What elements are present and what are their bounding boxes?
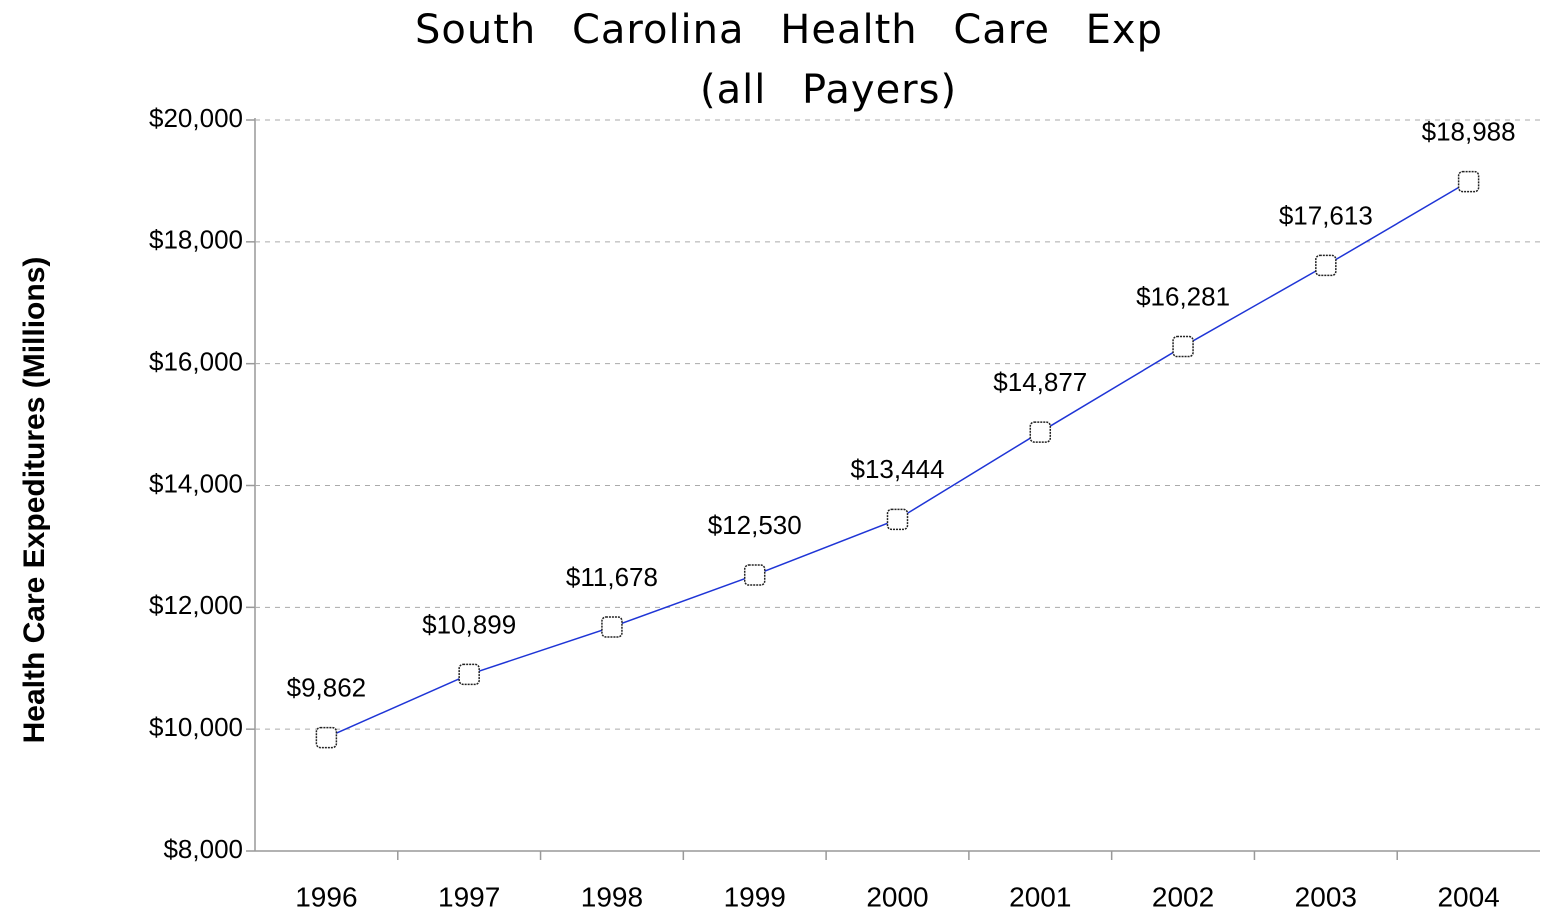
y-tick-label: $10,000 [149,712,243,742]
x-tick-label: 2003 [1295,881,1357,912]
x-tick-label: 1997 [438,881,500,912]
data-label: $18,988 [1422,117,1516,147]
data-point [1029,421,1052,443]
data-point [458,663,480,686]
data-label: $14,877 [993,367,1087,397]
y-tick-label: $20,000 [149,103,243,133]
data-label: $9,862 [287,672,367,702]
x-tick-label: 1996 [295,881,357,912]
x-tick-label: 2000 [866,881,928,912]
data-label: $11,678 [566,562,658,592]
data-label: $13,444 [851,454,945,484]
data-point [1457,170,1480,193]
y-tick-label: $16,000 [149,347,243,377]
data-point [1315,254,1337,277]
x-tick-label: 2002 [1152,881,1214,912]
data-point [601,616,623,638]
data-label: $10,899 [422,609,516,639]
y-tick-label: $14,000 [149,468,243,498]
data-point [1172,335,1194,358]
data-point [743,564,766,586]
y-tick-label: $12,000 [149,590,243,620]
data-label: $17,613 [1279,200,1373,230]
chart-subtitle: (all Payers) [700,67,957,113]
data-label: $16,281 [1136,281,1230,311]
data-label: $12,530 [708,510,802,540]
data-point [886,508,909,531]
chart-title: South Carolina Health Care Exp [415,7,1163,53]
x-tick-label: 1998 [581,881,643,912]
x-tick-label: 1999 [724,881,786,912]
y-axis-label: Health Care Expeditures (Millions) [18,257,51,744]
data-point [315,726,338,749]
y-tick-label: $18,000 [149,225,243,255]
x-tick-label: 2004 [1437,881,1499,912]
x-tick-label: 2001 [1009,881,1071,912]
y-tick-label: $8,000 [163,834,243,864]
